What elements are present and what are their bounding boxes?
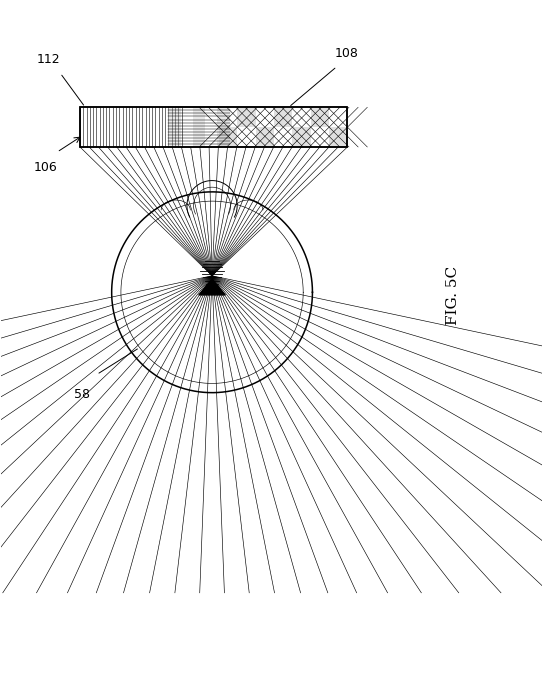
Bar <box>80 108 348 147</box>
Bar <box>311 108 329 127</box>
Polygon shape <box>199 279 225 295</box>
Text: 108: 108 <box>335 47 359 60</box>
Text: FIG. 5C: FIG. 5C <box>446 266 460 325</box>
Bar <box>80 108 348 147</box>
Text: 58: 58 <box>73 388 90 401</box>
Bar <box>293 127 311 147</box>
Bar <box>256 127 274 147</box>
Bar <box>217 108 230 147</box>
Text: 106: 106 <box>34 162 58 175</box>
Text: 112: 112 <box>36 53 60 66</box>
Bar <box>80 108 348 147</box>
Bar <box>193 108 205 147</box>
Bar <box>219 127 237 147</box>
Bar <box>168 108 180 147</box>
Bar <box>237 108 256 127</box>
Bar <box>329 127 348 147</box>
Bar <box>274 108 293 127</box>
